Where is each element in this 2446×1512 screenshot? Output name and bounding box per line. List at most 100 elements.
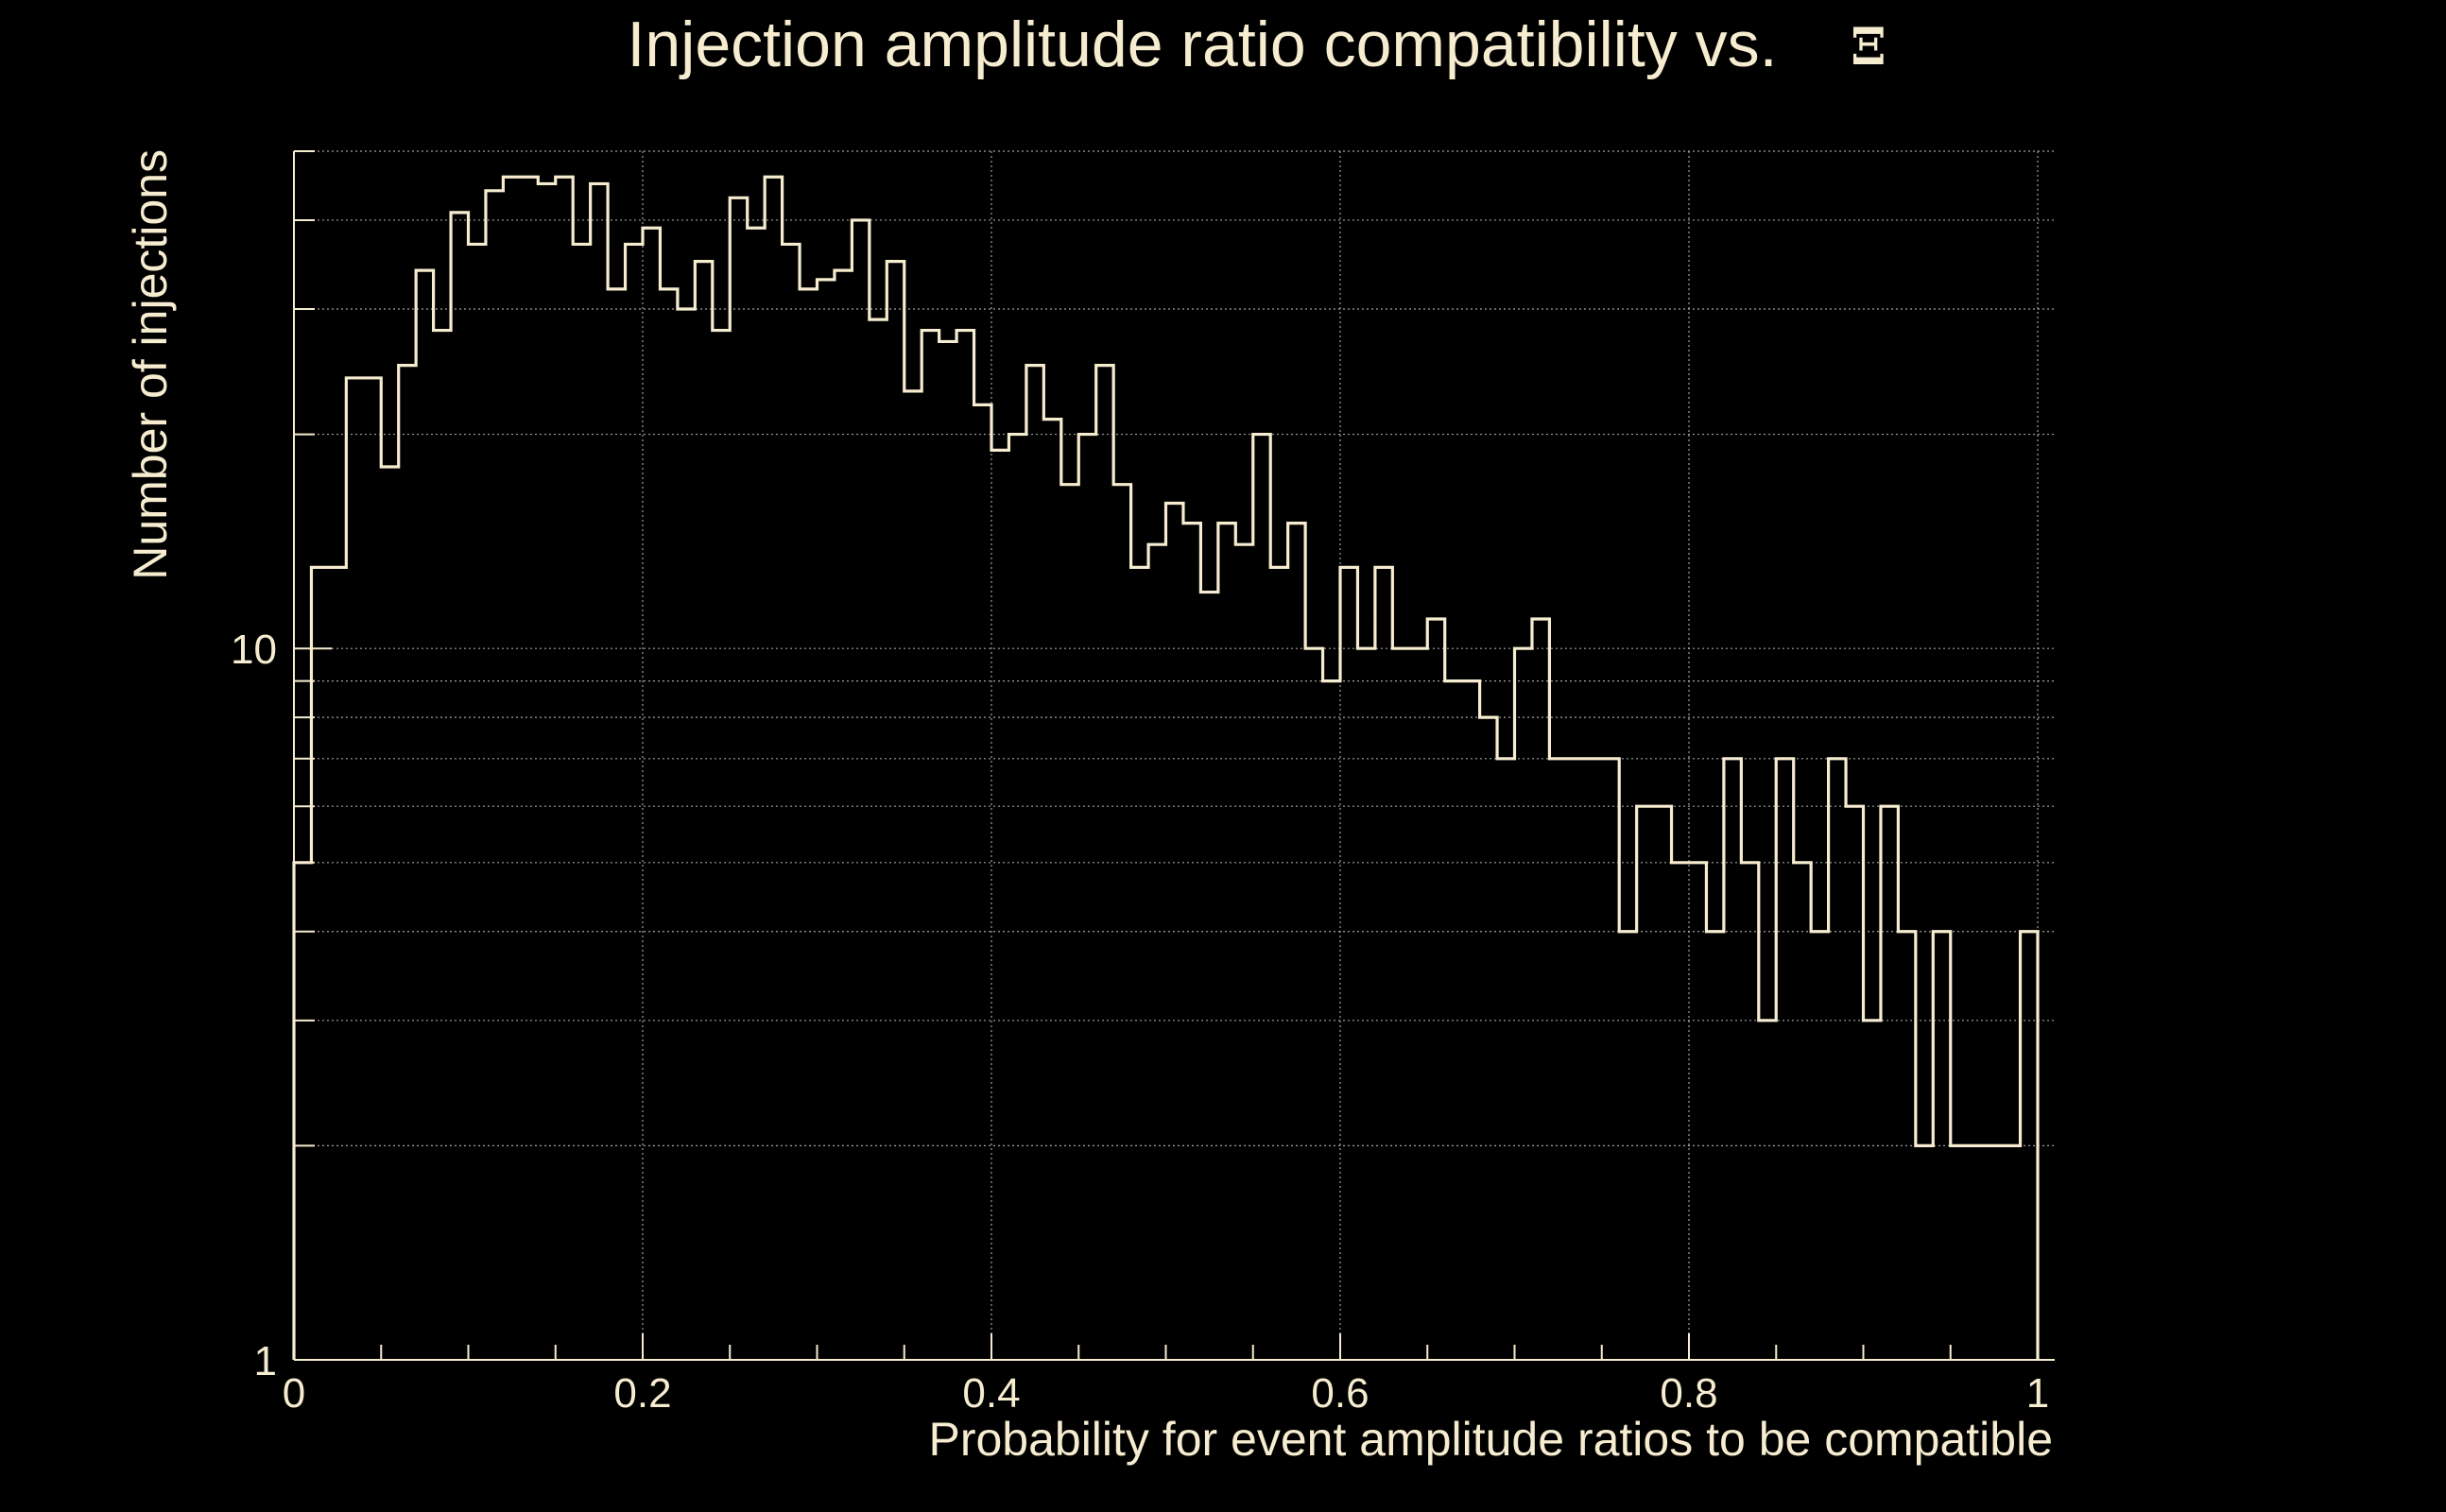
histogram-bin [904,391,922,1360]
histogram-bin [1078,435,1095,1360]
histogram-bin [1008,435,1025,1360]
histogram-bin [1619,932,1636,1360]
histogram-bin [1637,806,1654,1360]
histogram-bin [521,177,538,1360]
histogram-bin [2021,932,2038,1360]
histogram-bin [852,220,869,1360]
histogram-bin [1096,366,1113,1360]
histogram-bin [643,228,660,1360]
histogram-bin [1305,648,1322,1360]
histogram-bin [1672,863,1689,1360]
histogram-bin [1864,1021,1881,1360]
histogram-bin [608,289,625,1360]
histogram-bin [1183,524,1200,1360]
histogram-bin [1654,806,1671,1360]
histogram-bin [730,198,747,1360]
x-tick-label: 0 [283,1370,305,1417]
histogram-bin [294,863,311,1360]
histogram-bin [922,331,939,1360]
histogram-bin [469,244,486,1360]
histogram-bin [1829,759,1846,1360]
histogram-bin [1916,1145,1933,1360]
histogram-bin [800,289,817,1360]
histogram-bin [556,177,573,1360]
x-tick-label: 1 [2026,1370,2049,1417]
histogram-bin [1986,1145,2003,1360]
histogram-bin [870,319,887,1360]
y-tick-label: 10 [231,627,277,673]
histogram-bin [1933,932,1950,1360]
histogram-bin [486,191,503,1360]
histogram-bin [311,567,328,1360]
histogram-bin [434,331,451,1360]
histogram-bin [1270,567,1287,1360]
histogram-bin [346,378,363,1360]
histogram-bin [991,450,1008,1360]
histogram-bin [695,262,712,1360]
histogram-bin [1043,420,1060,1360]
histogram-bin [1026,366,1043,1360]
histogram-bin [1532,619,1549,1360]
histogram-bin [1288,524,1305,1360]
histogram-bin [974,404,991,1360]
histogram-bin [939,341,956,1360]
histogram-bin [1061,485,1078,1360]
histogram-bin [451,213,468,1360]
histogram-bin [1515,648,1532,1360]
histogram-bin [1480,717,1497,1360]
histogram-bin [1357,648,1374,1360]
histogram-bin [1759,1021,1776,1360]
histogram-bin [1898,932,1915,1360]
histogram-bin [1166,504,1183,1360]
histogram-bin [1235,544,1252,1360]
histogram-bin [1549,759,1566,1360]
histogram-bin [1794,863,1811,1360]
histogram-bin [765,177,782,1360]
histogram-bin [1410,648,1427,1360]
histogram-bin [626,244,643,1360]
x-axis-label: Probability for event amplitude ratios t… [928,1413,2053,1466]
histogram-bin [1584,759,1601,1360]
histogram-bin [818,280,835,1360]
y-axis-label: Number of injections [124,149,177,580]
histogram-bin [1113,485,1130,1360]
histogram-bin [1724,759,1741,1360]
title-symbol: Ξ [1851,16,1886,77]
histogram-bin [1951,1145,1968,1360]
histogram-bin [364,378,381,1360]
histogram-bin [1200,593,1217,1360]
histogram-bin [1811,932,1828,1360]
x-tick-label: 0.4 [962,1370,1020,1417]
histogram-bin [1218,524,1235,1360]
histogram-bin [503,177,520,1360]
histogram-bin [1340,567,1357,1360]
histogram-bin [2003,1145,2020,1360]
histogram-bin [887,262,904,1360]
histogram-bin [1776,759,1793,1360]
histogram-bin [399,366,416,1360]
histogram-bin [416,270,433,1360]
histogram-bin [1392,648,1409,1360]
histogram-bin [835,270,852,1360]
histogram-bin [956,331,973,1360]
histogram-bin [1323,681,1340,1360]
histogram-bin [1881,806,1898,1360]
histogram-bin [1427,619,1444,1360]
histogram-bin [1706,932,1723,1360]
histogram-bin [591,183,608,1360]
histogram-bin [1131,567,1148,1360]
histogram-bin [748,228,765,1360]
histogram-bin [1602,759,1619,1360]
x-tick-label: 0.8 [1660,1370,1717,1417]
histogram-bin [1497,759,1514,1360]
histogram-bin [1846,806,1863,1360]
histogram-bin [678,309,695,1360]
histogram-bin [538,183,555,1360]
histogram-bin [381,467,398,1360]
histogram-series [292,175,2040,1360]
histogram-bin [329,567,346,1360]
histogram-bin [1148,544,1165,1360]
histogram-bin [1741,863,1758,1360]
